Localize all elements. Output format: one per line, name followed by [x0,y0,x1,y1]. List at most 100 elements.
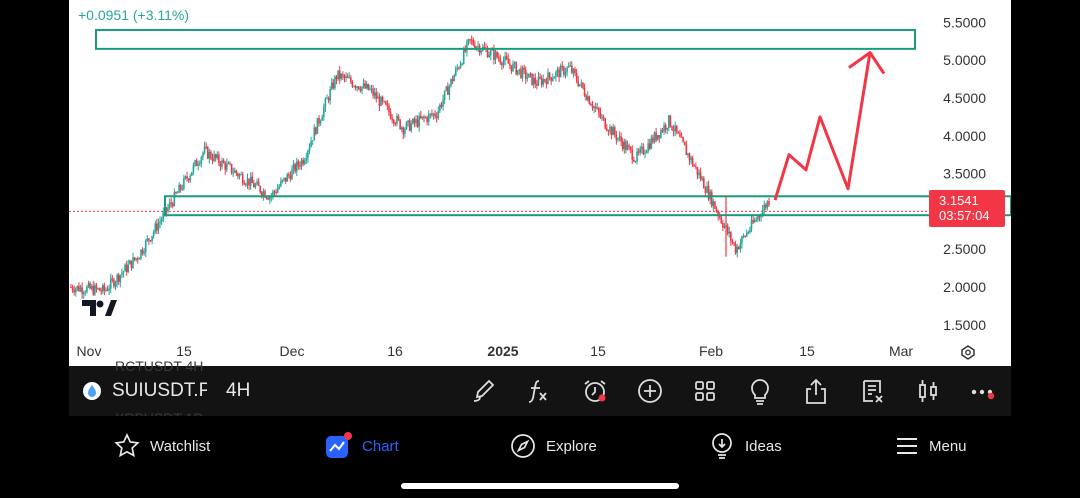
candle-body [765,204,767,208]
price-change-label: +0.0951 (+3.11%) [78,7,190,23]
candle-body [378,96,381,106]
chart-panel[interactable]: 5.50005.00004.50004.00003.50003.00002.50… [69,0,1011,366]
time-axis-label: Feb [699,343,723,359]
candle-body [744,235,746,237]
function-icon[interactable] [522,375,554,407]
candle-body [377,96,379,99]
candle-body [397,116,400,120]
brush-icon[interactable] [467,375,499,407]
candle-body [664,124,667,130]
candle-body [526,77,529,79]
candle-body [235,170,238,174]
more-icon[interactable] [967,375,999,407]
candle-body [138,258,141,260]
candle-body [644,153,646,155]
candle-body [103,285,106,291]
candle-body [144,240,147,253]
current-price: 3.1541 [939,193,979,208]
candle-body [567,66,570,68]
candle-body [613,127,616,135]
candle-body [241,174,244,184]
candle-body [534,77,537,84]
candle-body [532,77,535,85]
candle-body [736,246,739,254]
candle-body [81,287,83,294]
tab-watchlist[interactable]: Watchlist [114,432,210,460]
candle-body [518,68,521,71]
candle-body [536,83,538,86]
time-axis-label: Dec [280,343,305,359]
layouts-icon[interactable] [689,375,721,407]
candle-body [407,120,409,123]
candle-body [76,285,79,289]
candle-body [547,72,549,85]
candle-body [701,178,704,180]
tab-chart[interactable]: Chart [324,432,399,460]
chart-icon [326,432,352,458]
candle-body [448,85,451,95]
candle-body [362,83,365,87]
candle-body [413,118,416,124]
candle-body [431,113,433,116]
candle-body [456,67,459,69]
bottom-tab-bar: Watchlist Chart Explore Ideas Menu [0,416,1080,498]
candle-body [439,104,441,111]
candle-body [351,82,354,87]
candle-body [375,92,378,99]
price-chart[interactable]: 5.50005.00004.50004.00003.50003.00002.50… [69,0,1011,366]
candles-icon[interactable] [912,375,944,407]
candle-body [429,113,432,115]
add-icon[interactable] [634,375,666,407]
price-axis-label: 4.0000 [943,128,986,144]
candle-body [256,181,258,185]
candle-body [313,127,316,141]
candle-body [89,283,91,289]
candle-body [602,117,605,119]
candle-body [706,185,708,193]
tab-ideas[interactable]: Ideas [709,432,782,460]
candle-body [510,65,513,72]
candle-body [311,140,314,142]
candle-body [357,86,360,90]
candle-body [165,207,168,212]
candle-body [140,249,142,259]
candle-body [426,117,428,122]
candle-body [369,88,371,90]
interval-selector[interactable]: 4H [226,380,251,401]
candle-body [599,112,602,118]
candle-body [483,46,486,48]
symbol-name[interactable]: SUIUSDT.P [112,380,207,401]
candle-body [491,49,494,51]
candle-body [578,84,581,86]
candle-body [113,279,115,287]
candle-body [181,188,184,190]
notes-icon[interactable] [857,375,889,407]
candle-body [477,45,479,47]
candle-body [542,79,545,85]
alert-clock-icon[interactable] [579,375,611,407]
lightbulb-icon[interactable] [744,375,776,407]
tab-explore[interactable]: Explore [510,432,597,460]
candle-body [467,39,470,42]
candle-body [607,130,610,132]
candle-body [553,77,556,79]
candle-body [555,71,557,78]
candle-body [219,163,222,167]
candle-body [586,96,589,100]
price-axis-label: 2.5000 [943,241,986,257]
candle-body [92,286,95,295]
candle-body [722,222,724,228]
share-icon[interactable] [800,375,832,407]
candle-body [564,72,567,75]
candle-body [342,74,344,76]
candle-body [636,151,638,162]
candle-body [218,154,220,164]
candle-body [251,176,254,184]
tab-menu[interactable]: Menu [895,432,967,460]
candle-body [661,130,664,132]
candle-body [389,112,392,119]
candle-body [445,86,448,91]
candle-body [98,288,101,291]
candle-body [233,170,236,173]
candle-body [167,207,169,212]
